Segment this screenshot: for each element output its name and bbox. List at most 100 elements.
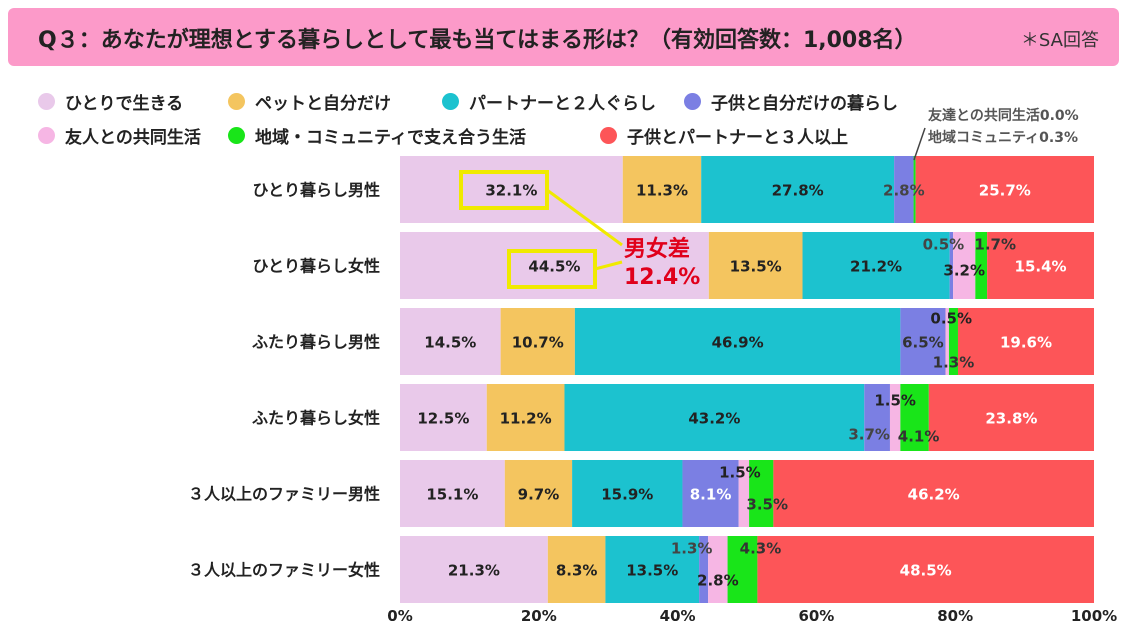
value-label: 21.3%	[448, 562, 500, 580]
gender-diff-label: 男女差	[624, 236, 690, 262]
bar-segment	[915, 156, 1094, 223]
bar-segment	[622, 156, 702, 223]
value-label: 1.3%	[933, 354, 975, 372]
bar-segment	[757, 536, 1094, 603]
value-label: 48.5%	[900, 562, 952, 580]
bar-segment	[975, 232, 988, 299]
value-label: 15.1%	[426, 486, 478, 504]
value-label: 15.4%	[1015, 258, 1067, 276]
x-tick-label: 100%	[1071, 607, 1117, 625]
value-label: 3.7%	[848, 426, 890, 444]
value-label: 11.2%	[500, 410, 552, 428]
bar-segment	[948, 308, 958, 375]
value-label: 12.5%	[417, 410, 469, 428]
bar-segment	[949, 232, 954, 299]
category-label: ひとり暮らし女性	[252, 257, 380, 276]
value-label: 1.3%	[671, 540, 713, 558]
bar-segment	[708, 232, 803, 299]
x-tick-label: 80%	[937, 607, 973, 625]
bar-segment	[900, 384, 929, 451]
value-label: 10.7%	[512, 334, 564, 352]
bar-segment	[727, 536, 758, 603]
bar-segment	[957, 308, 1094, 375]
value-label: 43.2%	[688, 410, 740, 428]
category-label: ふたり暮らし女性	[252, 409, 380, 428]
value-label: 4.1%	[898, 428, 940, 446]
bar-segment	[486, 384, 565, 451]
value-label: 2.8%	[697, 572, 739, 590]
value-label: 13.5%	[730, 258, 782, 276]
bar-segment	[400, 460, 505, 527]
bar-segment	[945, 308, 949, 375]
x-tick-label: 60%	[798, 607, 834, 625]
bar-segment	[682, 460, 739, 527]
bar-segment	[738, 460, 750, 527]
bar-segment	[749, 460, 774, 527]
note-leader-line	[913, 127, 926, 161]
value-label: 9.7%	[518, 486, 560, 504]
value-label: 0.5%	[923, 236, 965, 254]
bar-segment	[400, 156, 623, 223]
value-label: 21.2%	[850, 258, 902, 276]
value-label: 46.9%	[712, 334, 764, 352]
bar-segment	[987, 232, 1094, 299]
value-label: 8.1%	[690, 486, 732, 504]
value-label: 0.5%	[930, 310, 972, 328]
bar-segment	[894, 156, 914, 223]
bar-segment	[547, 536, 606, 603]
bar-segment	[889, 384, 901, 451]
bar-segment	[773, 460, 1094, 527]
title-bar: Q３：あなたが理想とする暮らしとして最も当てはまる形は？（有効回答数：1,008…	[8, 8, 1119, 66]
bar-segment	[572, 460, 683, 527]
annotation-layer: 男女差 12.4%	[459, 127, 926, 290]
bar-segment	[400, 536, 548, 603]
x-tick-label: 20%	[521, 607, 557, 625]
bar-segment	[500, 308, 575, 375]
bar-segment	[701, 156, 895, 223]
bar-segment	[953, 232, 976, 299]
value-label: 6.5%	[902, 334, 944, 352]
value-label: 15.9%	[601, 486, 653, 504]
value-label: 27.8%	[772, 182, 824, 200]
category-label: ３人以上のファミリー女性	[188, 561, 380, 580]
bar-segment	[564, 384, 865, 451]
value-label: 32.1%	[485, 182, 537, 200]
bars-layer	[400, 156, 1094, 603]
value-label: 46.2%	[908, 486, 960, 504]
x-tick-label: 0%	[387, 607, 412, 625]
category-label: ふたり暮らし男性	[252, 333, 380, 352]
connector-line-male	[546, 188, 623, 247]
bar-segment	[802, 232, 950, 299]
value-label: 1.7%	[974, 236, 1016, 254]
value-label: 3.2%	[943, 262, 985, 280]
bar-segment	[400, 384, 487, 451]
value-label: 13.5%	[626, 562, 678, 580]
value-label: 44.5%	[528, 258, 580, 276]
bar-segment	[504, 460, 573, 527]
value-label: 2.8%	[883, 182, 925, 200]
bar-segment	[699, 536, 709, 603]
bar-segment	[605, 536, 700, 603]
value-label: 3.5%	[746, 496, 788, 514]
bar-segment	[864, 384, 890, 451]
x-tick-label: 40%	[660, 607, 696, 625]
value-label: 1.5%	[874, 392, 916, 410]
category-label: ひとり暮らし男性	[252, 181, 380, 200]
value-label: 1.5%	[719, 464, 761, 482]
bar-segment	[913, 156, 916, 223]
connector-line-female	[594, 260, 623, 271]
value-label: 8.3%	[556, 562, 598, 580]
category-label: ３人以上のファミリー男性	[188, 485, 380, 504]
chart-title: Q３：あなたが理想とする暮らしとして最も当てはまる形は？（有効回答数：1,008…	[38, 28, 917, 53]
gender-diff-value: 12.4%	[624, 265, 700, 290]
value-label: 14.5%	[424, 334, 476, 352]
value-label: 19.6%	[1000, 334, 1052, 352]
value-label: 11.3%	[636, 182, 688, 200]
bar-segment	[928, 384, 1094, 451]
answer-type-note: ＊SA回答	[1020, 30, 1099, 51]
value-label: 25.7%	[979, 182, 1031, 200]
bar-segment	[400, 308, 501, 375]
value-label: 4.3%	[740, 540, 782, 558]
